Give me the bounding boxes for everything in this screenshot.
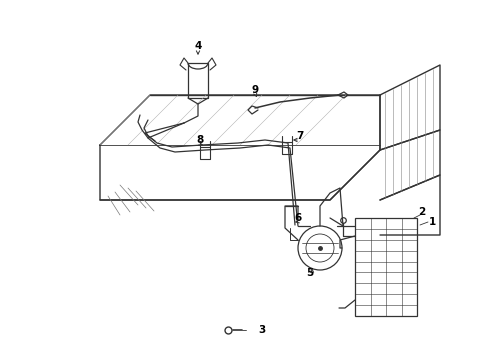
Text: 7: 7 xyxy=(296,131,304,141)
Text: 3: 3 xyxy=(258,325,265,335)
Text: 1: 1 xyxy=(428,217,436,227)
Bar xyxy=(188,63,208,98)
Text: 2: 2 xyxy=(418,207,426,217)
Bar xyxy=(355,218,417,316)
Text: 9: 9 xyxy=(251,85,259,95)
Text: 4: 4 xyxy=(195,41,202,51)
Text: 8: 8 xyxy=(196,135,204,145)
Text: 6: 6 xyxy=(294,213,302,223)
Text: 5: 5 xyxy=(306,268,314,278)
